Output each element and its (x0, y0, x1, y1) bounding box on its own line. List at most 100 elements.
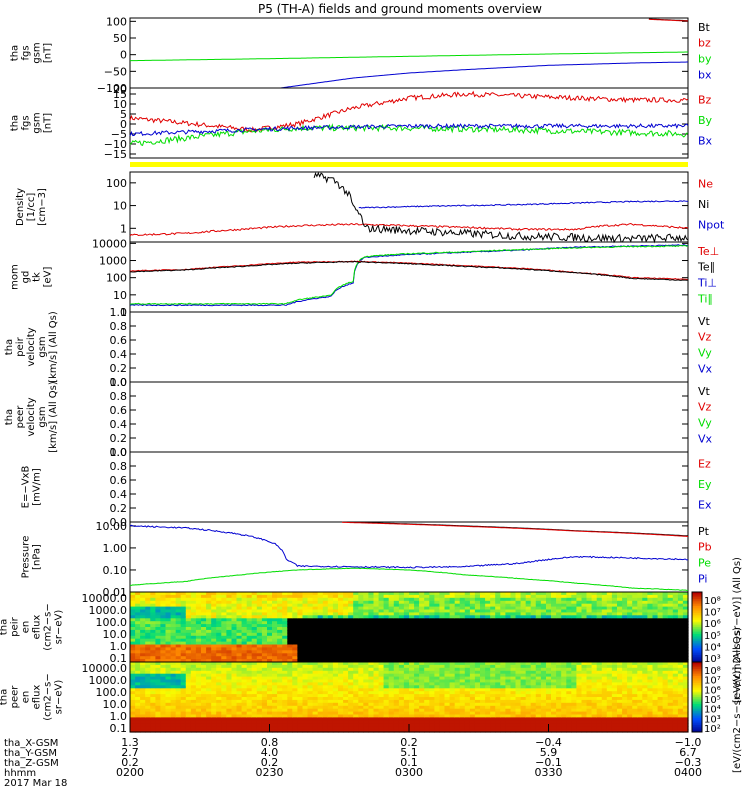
peer_vel-ytick-label: 0.2 (110, 432, 128, 445)
density-legend-2: Npot (698, 219, 725, 232)
fgs_gsm_zoom-ylabel: [nT] (43, 113, 54, 133)
peir_vel-ylabel: tha (4, 339, 15, 355)
pressure-series-1 (130, 567, 689, 591)
peer_vel-ylabel: [km/s] (All Qs) (48, 381, 59, 453)
density-legend-1: Ni (698, 198, 709, 211)
e_field-ytick-label: 0.4 (110, 488, 128, 501)
peir_spec-image (130, 592, 689, 663)
peer_spec-ytick-label: 10.0 (103, 698, 128, 711)
peir_spec-colorbar (691, 591, 703, 663)
xaxis-row-name: tha_Y-GSM (4, 748, 57, 759)
xaxis-value: −0.3 (675, 756, 702, 769)
pressure-legend-0: Pt (698, 525, 710, 538)
peer_spec-colorbar-tick: 10⁸ (704, 666, 721, 677)
mom-series-0 (129, 244, 688, 307)
peer_spec-ylabel: (cm2−s− (43, 673, 54, 720)
e_field-ytick-label: 0.2 (110, 502, 128, 515)
e_field-frame (129, 451, 689, 523)
fgs_gsm-ytick-label: −50 (104, 65, 127, 78)
xaxis-value: −0.1 (535, 756, 562, 769)
fgs_gsm_zoom-ylabel: fgs (21, 115, 32, 130)
fgs_gsm_zoom-ytick-label: 15 (113, 88, 127, 101)
peir_vel-ytick-label: 0.8 (110, 320, 128, 333)
mom-ytick-label: 1000 (99, 255, 127, 268)
peir_vel-ytick-label: 0.4 (110, 348, 128, 361)
fgs_gsm-ytick-label: 50 (113, 32, 127, 45)
peer_spec-image (130, 662, 689, 733)
peer_vel-ytick-label: 0.0 (110, 446, 128, 459)
mom-ylabel: tk (32, 272, 43, 282)
fgs_gsm_zoom-ytick-label: 10 (113, 98, 127, 111)
peer_vel-legend-1: Vz (698, 401, 712, 414)
xaxis-value: 4.0 (261, 746, 279, 759)
peer_vel-frame (129, 381, 689, 453)
mom-ytick-label: 10000 (92, 237, 127, 250)
peer_spec-colorbar-tick: 10⁴ (704, 705, 721, 716)
mom-legend-2: Ti⊥ (697, 277, 717, 290)
fgs_gsm_zoom-ytick-label: −5 (111, 128, 127, 141)
fgs_gsm-ylabel: [nT] (43, 43, 54, 63)
fgs_gsm-legend-2: by (698, 53, 712, 66)
e_field-ylabel: [mV/m] (32, 468, 43, 506)
yellow-strip (130, 162, 688, 167)
peer_vel-ytick-label: 0.6 (110, 404, 128, 417)
peir_spec-colorbar-tick: 10⁵ (704, 631, 721, 642)
peir_spec-colorbar-tick: 10⁷ (704, 608, 721, 619)
peer_vel-ylabel: tha (4, 409, 15, 425)
peir_spec-ylabel: peir (10, 616, 21, 636)
e_field-legend-1: Ey (698, 478, 712, 491)
peir_vel-ytick-label: 1.0 (110, 306, 128, 319)
peir_vel-ytick-label: 0.0 (110, 376, 128, 389)
fgs_gsm_zoom-legend-2: Bx (698, 135, 713, 148)
colorbar-label-1: [eV/(cm2−s−sr−eV)] (All Qs) (732, 627, 743, 773)
xaxis-value: 1.3 (121, 736, 139, 749)
peir_vel-legend-3: Vx (698, 362, 713, 375)
mom-series-1 (129, 245, 689, 305)
fgs_gsm_zoom-ylabel: tha (10, 115, 21, 131)
peer_vel-ylabel: velocity (26, 397, 37, 436)
peer_vel-legend-3: Vx (698, 432, 713, 445)
xaxis-value: 0.2 (121, 756, 139, 769)
density-ytick-label: 1 (120, 222, 127, 235)
peer_spec-ylabel: peer (10, 685, 21, 709)
peer_vel-ytick-label: 0.4 (110, 418, 128, 431)
peer_vel-ytick-label: 0.8 (110, 390, 128, 403)
pressure-ylabel: [nPa] (32, 544, 43, 570)
xaxis-date: 2017 Mar 18 (4, 778, 67, 789)
fgs_gsm_zoom-series-1 (129, 123, 689, 146)
pressure-ytick-label: 0.01 (103, 586, 128, 599)
fgs_gsm_zoom-ylabel: gsm (32, 112, 43, 133)
fgs_gsm-legend-0: Bt (698, 21, 711, 34)
peir_vel-frame (129, 311, 689, 383)
fgs_gsm-ytick-label: 0 (120, 49, 127, 62)
peir_vel-legend-1: Vz (698, 331, 712, 344)
peer_vel-ytick-label: 1.0 (110, 376, 128, 389)
fgs_gsm-ytick-label: 100 (106, 15, 127, 28)
pressure-legend-1: Pb (698, 541, 712, 554)
xaxis-value: 0230 (256, 766, 284, 779)
xaxis-value: 0200 (116, 766, 144, 779)
density-legend-0: Ne (698, 177, 713, 190)
density-ytick-label: 100 (106, 177, 127, 190)
peir_vel-ylabel: gsm (37, 336, 48, 357)
peir_spec-ylabel: eflux (32, 615, 43, 640)
peer_spec-colorbar (691, 661, 703, 733)
fgs_gsm_zoom-frame (129, 87, 689, 159)
e_field-legend-2: Ex (698, 499, 712, 512)
peir_spec-ytick-label: 0.1 (110, 652, 128, 665)
mom-ylabel: mom (10, 264, 21, 290)
peir_vel-ylabel: [km/s] (All Qs) (48, 311, 59, 383)
peer_spec-ylabel: sr−eV) (54, 680, 65, 715)
xaxis-value: 5.9 (540, 746, 558, 759)
pressure-series-3 (341, 521, 689, 537)
peir_vel-legend-0: Vt (698, 315, 711, 328)
e_field-ytick-label: 1.0 (110, 446, 128, 459)
peer_spec-colorbar-tick: 10⁷ (704, 676, 721, 687)
pressure-legend-2: Pe (698, 557, 711, 570)
density-ylabel: [1/cc] (26, 193, 37, 222)
fgs_gsm_zoom-ytick-label: −15 (104, 148, 127, 161)
peir_vel-legend-2: Vy (698, 347, 712, 360)
pressure-ytick-label: 0.10 (103, 564, 128, 577)
peir_spec-colorbar-tick: 10⁶ (704, 619, 721, 630)
fgs_gsm-legend-1: bz (698, 37, 711, 50)
